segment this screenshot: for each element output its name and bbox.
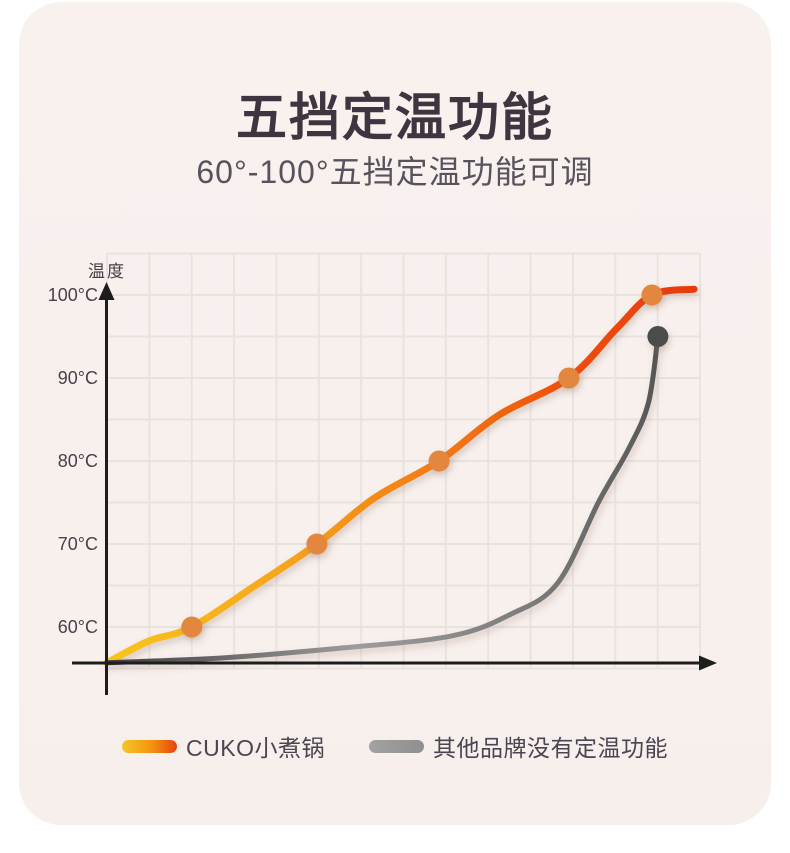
page-subtitle: 60°-100°五挡定温功能可调 — [196, 154, 594, 190]
cuko-temp-marker — [181, 616, 203, 638]
cuko-temp-marker — [558, 367, 580, 389]
chart-curves — [103, 285, 698, 667]
cuko-temp-marker — [428, 450, 450, 472]
y-axis-arrow-icon — [98, 282, 115, 300]
y-tick-label: 90°C — [57, 368, 98, 388]
page-title: 五挡定温功能 — [235, 89, 554, 146]
chart-legend: CUKO小煮锅 其他品牌没有定温功能 — [0, 729, 790, 763]
chart-grid — [106, 252, 702, 670]
cuko-curve — [103, 285, 698, 667]
gray-swatch-icon — [368, 739, 424, 753]
cuko-temp-marker — [306, 533, 328, 555]
y-axis-title: 温度 — [88, 262, 126, 281]
y-tick-label: 60°C — [57, 617, 98, 637]
y-tick-label: 100°C — [47, 285, 98, 305]
chart-axes — [72, 296, 704, 695]
other-brands-curve — [104, 334, 661, 666]
y-tick-label: 80°C — [57, 451, 98, 471]
y-tick-label: 70°C — [57, 534, 98, 554]
legend-label-cuko: CUKO小煮锅 — [186, 735, 325, 761]
cuko-temp-marker — [641, 284, 663, 306]
legend-item-cuko: CUKO小煮锅 — [122, 729, 325, 763]
legend-item-other-brands: 其他品牌没有定温功能 — [368, 729, 668, 763]
chart-markers — [181, 284, 669, 638]
other-brands-end-marker — [647, 326, 669, 347]
x-axis-arrow-icon — [699, 655, 717, 671]
cuko-gradient-swatch-icon — [122, 739, 178, 753]
legend-label-other-brands: 其他品牌没有定温功能 — [432, 735, 668, 761]
